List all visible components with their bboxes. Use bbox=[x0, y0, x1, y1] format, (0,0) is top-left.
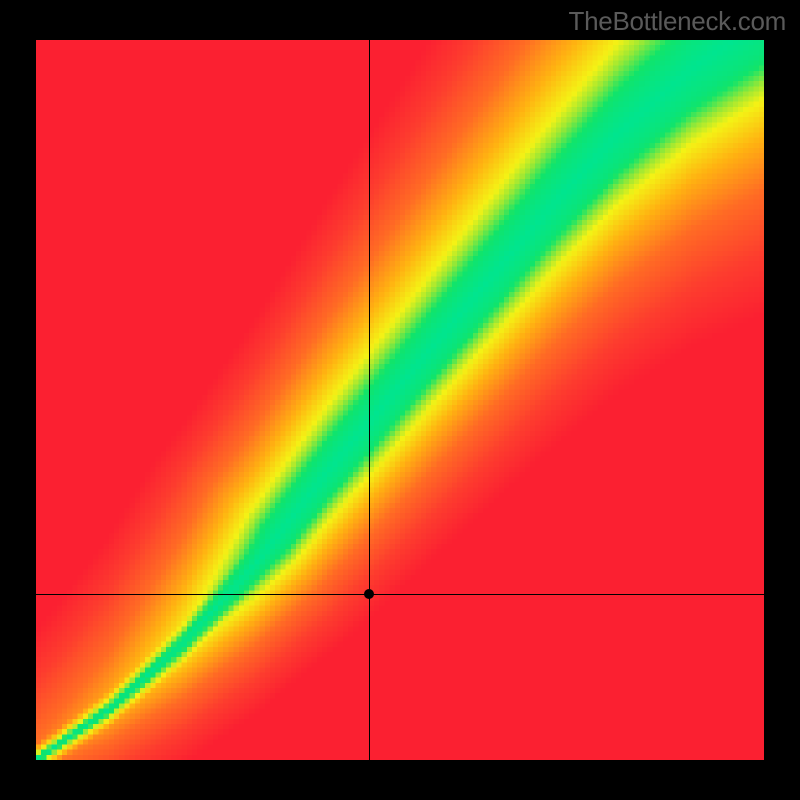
plot-area bbox=[36, 40, 764, 760]
crosshair-vertical bbox=[369, 40, 370, 760]
crosshair-horizontal bbox=[36, 594, 764, 595]
watermark-text: TheBottleneck.com bbox=[569, 6, 786, 37]
chart-container: TheBottleneck.com bbox=[0, 0, 800, 800]
heatmap-canvas bbox=[36, 40, 764, 760]
crosshair-dot bbox=[364, 589, 374, 599]
